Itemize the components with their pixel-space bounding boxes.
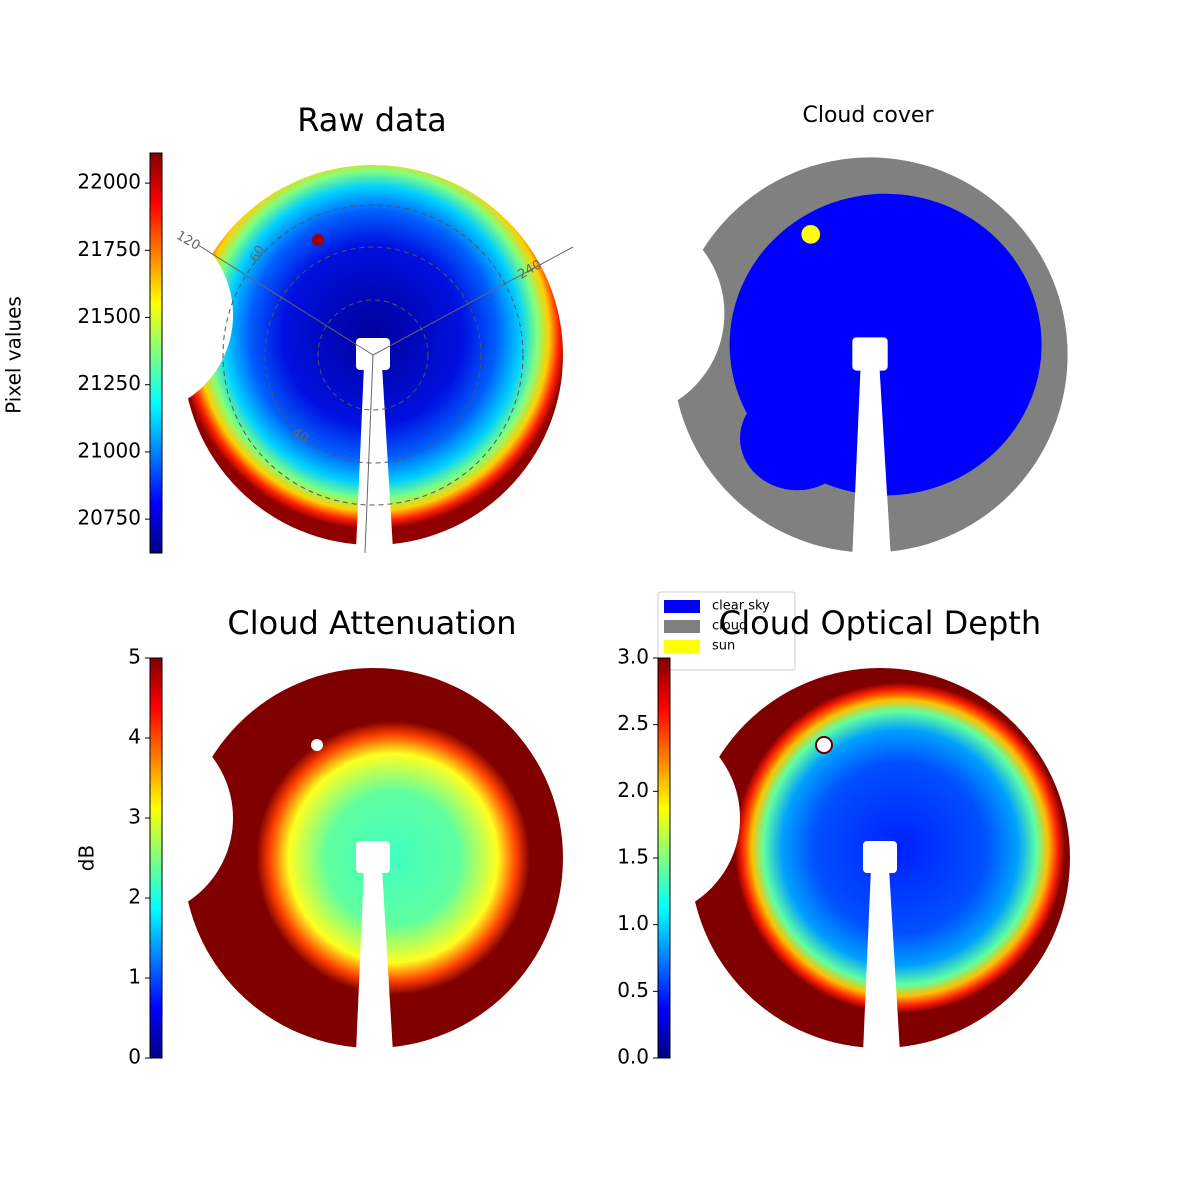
colorbar-tick-label: 20750 [77,506,141,530]
colorbar [657,657,671,1059]
legend-label: clear sky [712,599,770,614]
attenuation-image [173,658,573,1058]
colorbar-tick-label: 2 [128,885,141,909]
colorbar-tick-label: 21500 [77,304,141,328]
panel-title: Cloud cover [803,103,935,128]
colorbar-tick-label: 22000 [77,170,141,194]
colorbar-label: Pixel values [2,296,26,414]
colorbar-tick-label: 2.0 [617,778,649,802]
legend-label: sun [712,639,735,654]
colorbar-tick-label: 0.5 [617,978,649,1002]
colorbar-tick-label: 2.5 [617,711,649,735]
colorbar [149,657,163,1059]
polar-annotation: 40 [289,425,311,446]
cloud-image [662,147,1078,563]
legend-swatch [664,640,700,653]
colorbar-tick-label: 21750 [77,237,141,261]
panel-title: Cloud Optical Depth [719,604,1041,642]
colorbar [149,152,163,554]
legend-label: cloud [712,619,747,634]
colorbar-tick-label: 3 [128,805,141,829]
panel-title: Raw data [297,101,447,139]
colorbar-tick-label: 1.5 [617,845,649,869]
colorbar-tick-label: 21000 [77,438,141,462]
colorbar-tick-label: 3.0 [617,645,649,669]
colorbar-tick-label: 4 [128,725,141,749]
polar-annotation: 60 [247,243,268,265]
colorbar-tick-label: 0 [128,1045,141,1069]
optical-depth-image [680,658,1080,1058]
colorbar-tick-label: 1 [128,965,141,989]
colorbar-tick-label: 5 [128,645,141,669]
legend-swatch [664,620,700,633]
panel-title: Cloud Attenuation [227,604,516,642]
colorbar-tick-label: 1.0 [617,911,649,935]
colorbar-label: dB [75,845,99,871]
raw-image [173,155,574,555]
colorbar-tick-label: 21250 [77,371,141,395]
colorbar-tick-label: 0.0 [617,1045,649,1069]
legend-swatch [664,600,700,613]
